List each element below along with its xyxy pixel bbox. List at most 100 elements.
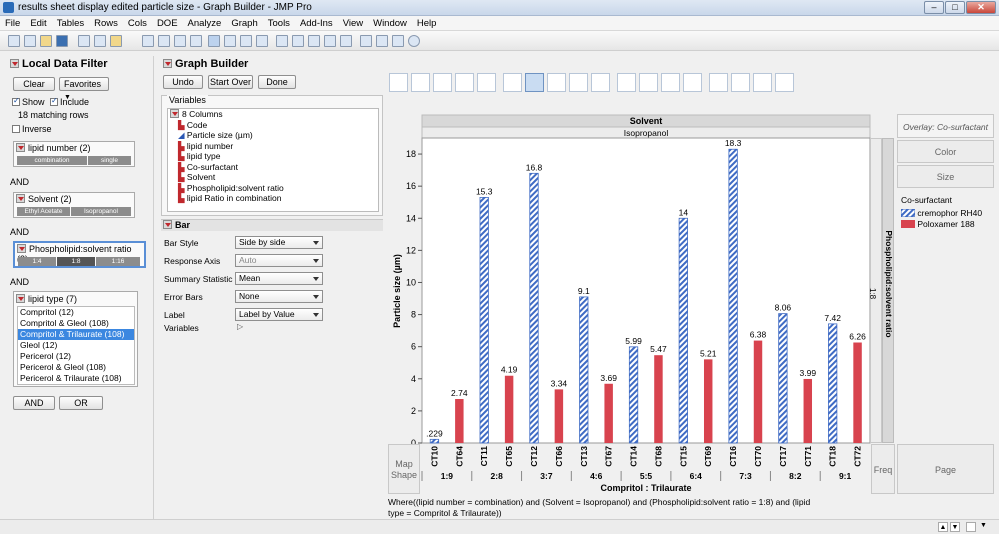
menu-doe[interactable]: DOE <box>156 18 178 29</box>
lipid-type-item[interactable]: Compritol (12) <box>20 307 74 317</box>
crosshairs-icon[interactable] <box>340 35 352 47</box>
column-item[interactable]: ◢ Particle size (µm) <box>168 130 378 141</box>
bar-ct15[interactable] <box>678 217 688 444</box>
column-item[interactable]: ▙ Solvent <box>168 172 378 183</box>
menu-rows[interactable]: Rows <box>94 18 118 29</box>
lipid-type-item[interactable]: Compritol & Gleol (108) <box>20 318 109 328</box>
lipid-type-item[interactable]: Pericerol (12) <box>20 351 72 361</box>
lipid-type-menu-icon[interactable] <box>16 294 25 303</box>
menu-help[interactable]: Help <box>416 18 437 29</box>
column-item[interactable]: ▙ lipid number <box>168 141 378 152</box>
selection-tool-icon[interactable] <box>240 35 252 47</box>
copy-icon[interactable] <box>94 35 106 47</box>
map-shapes-element-icon[interactable] <box>731 73 750 92</box>
bar-ct14[interactable] <box>628 346 639 444</box>
histogram-element-icon[interactable] <box>477 73 496 92</box>
column-item[interactable]: ▙ lipid Ratio in combination <box>168 193 378 204</box>
menu-add-ins[interactable]: Add-Ins <box>299 18 333 29</box>
bar-ct64[interactable] <box>455 399 464 443</box>
journal-icon[interactable] <box>158 35 170 47</box>
maximize-button[interactable]: □ <box>945 1 965 14</box>
graph-builder-menu-icon[interactable] <box>163 59 172 68</box>
menu-tables[interactable]: Tables <box>56 18 85 29</box>
start-over-button[interactable]: Start Over <box>208 75 253 89</box>
new-script-icon[interactable] <box>24 35 36 47</box>
include-checkbox[interactable] <box>50 96 59 106</box>
arrow-tool-icon[interactable] <box>208 35 220 47</box>
box-plot-element-icon[interactable] <box>569 73 588 92</box>
lipid-type-item[interactable]: Gleol (12) <box>20 340 58 350</box>
error-bars-select[interactable]: None <box>235 290 323 303</box>
bar-ct71[interactable] <box>803 378 813 443</box>
column-item[interactable]: ▙ lipid type <box>168 151 378 162</box>
menu-cols[interactable]: Cols <box>127 18 147 29</box>
contour-element-icon[interactable] <box>455 73 474 92</box>
status-chevron-icon[interactable]: ▼ <box>980 522 987 529</box>
lasso-tool-icon[interactable] <box>308 35 320 47</box>
lipid-type-item[interactable]: Pericerol & Gleol (108) <box>20 362 106 372</box>
cut-icon[interactable] <box>78 35 90 47</box>
label-select[interactable]: Label by Value <box>235 308 323 321</box>
polygon-tool-icon[interactable] <box>392 35 404 47</box>
open-folder-icon[interactable] <box>40 35 52 47</box>
save-icon[interactable] <box>56 35 68 47</box>
solvent-menu-icon[interactable] <box>16 194 25 203</box>
bar-ct10[interactable] <box>429 438 440 444</box>
menu-graph[interactable]: Graph <box>231 18 258 29</box>
bar-ct69[interactable] <box>703 359 713 443</box>
hand-tool-icon[interactable] <box>276 35 288 47</box>
ratio-menu-icon[interactable] <box>17 244 26 253</box>
done-button[interactable]: Done <box>258 75 296 89</box>
magnifier-tool-icon[interactable] <box>324 35 336 47</box>
overlay-zone[interactable]: Overlay: Co-surfactant <box>897 114 994 138</box>
chip-isopropanol[interactable]: Isopropanol <box>71 207 131 216</box>
bar-ct18[interactable] <box>828 323 838 444</box>
columns-menu-icon[interactable] <box>170 109 179 118</box>
or-button[interactable]: OR <box>59 396 103 410</box>
chip-single[interactable]: single <box>88 156 131 165</box>
new-table-icon[interactable] <box>8 35 20 47</box>
bar-ct16[interactable] <box>728 148 738 444</box>
menu-view[interactable]: View <box>342 18 364 29</box>
menu-tools[interactable]: Tools <box>267 18 290 29</box>
crosshair-tool-icon[interactable] <box>256 35 268 47</box>
lipid-type-item[interactable]: Pericerol & Trilaurate (108) <box>20 373 122 383</box>
page-zone[interactable]: Page <box>897 444 994 494</box>
column-item[interactable]: ▙ Phospholipid:solvent ratio <box>168 183 378 194</box>
pie-element-icon[interactable] <box>639 73 658 92</box>
menu-window[interactable]: Window <box>373 18 407 29</box>
chip-ethyl-acetate[interactable]: Ethyl Acetate <box>17 207 70 216</box>
bar-ct72[interactable] <box>853 342 862 443</box>
color-zone[interactable]: Color <box>897 140 994 163</box>
menu-edit[interactable]: Edit <box>30 18 47 29</box>
menu-analyze[interactable]: Analyze <box>187 18 222 29</box>
points-element-icon[interactable] <box>389 73 408 92</box>
window-list-icon[interactable] <box>966 522 976 532</box>
bar-ct12[interactable] <box>529 172 539 444</box>
freq-zone[interactable]: Freq <box>871 444 895 494</box>
legend-item-poloxamer[interactable]: Poloxamer 188 <box>901 219 975 229</box>
bar-menu-icon[interactable] <box>163 220 172 229</box>
bar-ct65[interactable] <box>504 375 514 443</box>
size-zone[interactable]: Size <box>897 165 994 188</box>
bar-ct13[interactable] <box>579 296 589 444</box>
filter-menu-triangle-icon[interactable] <box>10 59 19 68</box>
layout-icon[interactable] <box>174 35 186 47</box>
bar-ct70[interactable] <box>753 340 763 443</box>
annotate-tool-icon[interactable] <box>360 35 372 47</box>
undo-button[interactable]: Undo <box>163 75 203 89</box>
area-element-icon[interactable] <box>547 73 566 92</box>
formula-element-icon[interactable] <box>709 73 728 92</box>
clear-button[interactable]: Clear <box>13 77 55 91</box>
response-axis-select[interactable]: Auto <box>235 254 323 267</box>
bar-element-icon[interactable] <box>525 73 544 92</box>
bar-ct68[interactable] <box>654 355 663 443</box>
wrap-zone[interactable]: Phospholipid:solvent ratio <box>882 138 894 443</box>
line-tool-icon[interactable] <box>376 35 388 47</box>
bar-ct66[interactable] <box>554 389 564 443</box>
minimize-button[interactable]: – <box>924 1 944 14</box>
help-tool-icon[interactable] <box>224 35 236 47</box>
oval-tool-icon[interactable] <box>408 35 420 47</box>
y-axis[interactable]: 0 2 4 6 8 10 12 14 16 18 <box>406 149 422 448</box>
bar-ct11[interactable] <box>479 196 489 444</box>
